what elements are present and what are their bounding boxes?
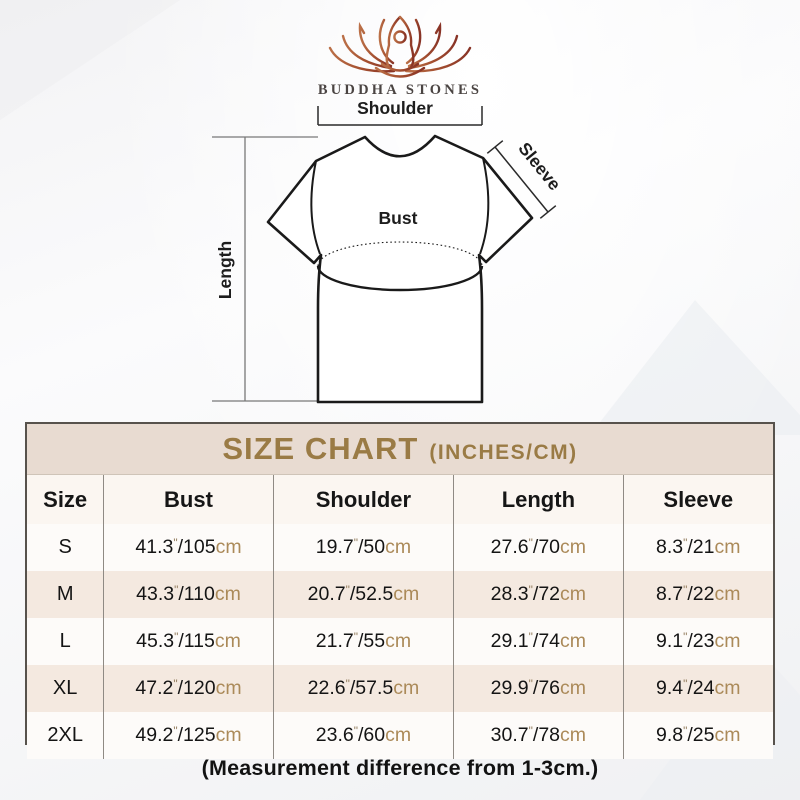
inch-mark: " [174,583,179,597]
tshirt-outline [266,134,534,404]
inch-mark: " [353,724,358,738]
sleeve-cell: 8.7"/22cm [656,583,741,605]
col-header-sleeve: Sleeve [623,475,773,524]
bust-cell: 45.3"/115cm [103,618,274,665]
cm-unit: cm [214,583,241,605]
length-cell: 30.7"/78cm [453,712,624,759]
inch-mark: " [174,630,179,644]
shoulder-label: Shoulder [357,98,433,118]
inch-mark: " [528,724,533,738]
length-cell: 27.6"/70cm [453,524,624,571]
lotus-meditation-icon [328,15,472,78]
sleeve-dimension-lines [486,140,557,219]
sleeve-cell: 9.8"/25cm [656,724,741,746]
size-cell: 2XL [27,712,105,759]
size-table: Size Bust Shoulder Length Sleeve S 41.3"… [27,475,773,759]
shoulder-cell: 20.7"/52.5cm [273,571,455,618]
cm-unit: cm [393,677,420,699]
cm-unit: cm [215,724,242,746]
inch-mark: " [345,583,350,597]
cm-unit: cm [560,630,587,652]
shoulder-cell: 22.6"/57.5cm [273,665,455,712]
size-chart-title-main: SIZE CHART [222,431,419,466]
shoulder-cell: 21.7"/55cm [273,618,455,665]
size-chart-title-units: (INCHES/CM) [429,441,578,464]
size-cell: M [27,571,105,618]
cm-unit: cm [214,630,241,652]
shoulder-dimension-lines [317,106,483,126]
bust-label: Bust [379,208,418,228]
sleeve-cell: 9.4"/24cm [656,677,741,699]
table-header-row: Size Bust Shoulder Length Sleeve [27,475,773,524]
armhole-seams [310,157,490,255]
tshirt-measurement-diagram: Shoulder Bust Length Sleeve [190,96,590,414]
cm-unit: cm [560,724,587,746]
cm-unit: cm [560,536,587,558]
cm-unit: cm [714,583,741,605]
cm-unit: cm [714,724,741,746]
size-cell: XL [27,665,105,712]
cm-unit: cm [215,536,242,558]
inch-mark: " [528,630,533,644]
size-chart-title: SIZE CHART (INCHES/CM) [27,424,773,475]
table-row: M 43.3"/110cm 20.7"/52.5cm 28.3"/72cm 8.… [27,571,773,618]
col-header-shoulder: Shoulder [273,475,455,524]
measurement-note: (Measurement difference from 1-3cm.) [201,756,599,780]
length-label: Length [215,241,235,299]
col-header-bust: Bust [103,475,274,524]
length-cell: 29.1"/74cm [453,618,624,665]
col-header-size: Size [27,475,105,524]
cm-unit: cm [393,583,420,605]
cm-unit: cm [560,583,587,605]
bust-cell: 47.2"/120cm [103,665,274,712]
length-cell: 29.9"/76cm [453,665,624,712]
bust-line [316,241,484,292]
sleeve-label: Sleeve [514,138,565,194]
cm-unit: cm [714,630,741,652]
cm-unit: cm [385,630,412,652]
col-header-length: Length [453,475,624,524]
inch-mark: " [683,630,688,644]
length-cell: 28.3"/72cm [453,571,624,618]
size-cell: L [27,618,105,665]
inch-mark: " [173,724,178,738]
inch-mark: " [353,630,358,644]
bust-cell: 49.2"/125cm [103,712,274,759]
inch-mark: " [683,583,688,597]
table-row: L 45.3"/115cm 21.7"/55cm 29.1"/74cm 9.1"… [27,618,773,665]
inch-mark: " [528,677,533,691]
table-row: S 41.3"/105cm 19.7"/50cm 27.6"/70cm 8.3"… [27,524,773,571]
sleeve-cell: 8.3"/21cm [656,536,741,558]
sleeve-cell: 9.1"/23cm [656,630,741,652]
brand-name: BUDDHA STONES [318,82,482,98]
size-cell: S [27,524,105,571]
brand-logo: BUDDHA STONES [300,6,500,102]
cm-unit: cm [385,724,412,746]
table-row: XL 47.2"/120cm 22.6"/57.5cm 29.9"/76cm 9… [27,665,773,712]
shoulder-cell: 19.7"/50cm [273,524,455,571]
cm-unit: cm [714,536,741,558]
cm-unit: cm [560,677,587,699]
cm-unit: cm [714,677,741,699]
shoulder-cell: 23.6"/60cm [273,712,455,759]
bust-cell: 43.3"/110cm [103,571,274,618]
bust-cell: 41.3"/105cm [103,524,274,571]
table-row: 2XL 49.2"/125cm 23.6"/60cm 30.7"/78cm 9.… [27,712,773,759]
inch-mark: " [683,536,688,550]
inch-mark: " [528,583,533,597]
size-chart-panel: SIZE CHART (INCHES/CM) Size Bust Shoulde… [25,422,775,759]
inch-mark: " [683,724,688,738]
inch-mark: " [173,536,178,550]
inch-mark: " [353,536,358,550]
inch-mark: " [173,677,178,691]
inch-mark: " [683,677,688,691]
cm-unit: cm [385,536,412,558]
inch-mark: " [528,536,533,550]
inch-mark: " [345,677,350,691]
cm-unit: cm [215,677,242,699]
